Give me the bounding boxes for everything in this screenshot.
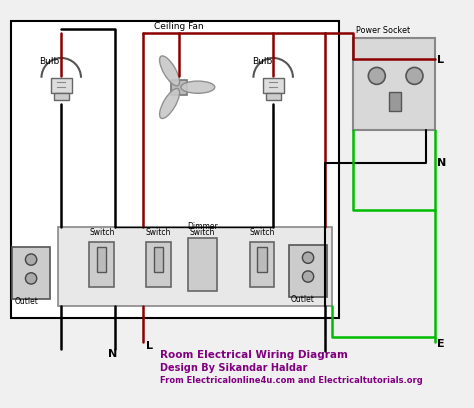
Bar (51, 78, 72, 93)
Polygon shape (154, 247, 163, 272)
Text: L: L (146, 341, 153, 351)
Bar (54, 93, 69, 100)
Circle shape (26, 273, 37, 284)
Text: N: N (109, 348, 118, 359)
Bar (250, 242, 274, 287)
Bar (263, 78, 283, 93)
Bar (172, 80, 186, 95)
Bar (146, 242, 171, 287)
Text: N: N (437, 158, 447, 169)
Text: Switch: Switch (249, 228, 274, 237)
Bar (11, 21, 339, 318)
Circle shape (302, 252, 314, 263)
Text: Dimmer: Dimmer (187, 222, 218, 231)
Text: Outlet: Outlet (290, 295, 314, 304)
Polygon shape (353, 38, 435, 130)
Text: Design By Sikandar Haldar: Design By Sikandar Haldar (160, 363, 308, 373)
Ellipse shape (160, 89, 180, 118)
Text: Bulb: Bulb (39, 57, 60, 66)
Text: Room Electrical Wiring Diagram: Room Electrical Wiring Diagram (160, 350, 348, 361)
Text: Power Socket: Power Socket (356, 27, 410, 35)
Text: From Electricalonline4u.com and Electricaltutorials.org: From Electricalonline4u.com and Electric… (160, 376, 423, 385)
Bar (265, 93, 281, 100)
Text: L: L (437, 55, 444, 65)
Text: Bulb: Bulb (253, 57, 273, 66)
Text: Outlet: Outlet (15, 297, 39, 306)
Circle shape (302, 271, 314, 282)
Polygon shape (58, 226, 332, 306)
Text: Switch: Switch (190, 228, 215, 237)
Ellipse shape (181, 81, 215, 93)
Text: Switch: Switch (146, 228, 171, 237)
Circle shape (368, 67, 385, 84)
Polygon shape (97, 247, 107, 272)
Bar (389, 92, 401, 111)
Text: Switch: Switch (89, 228, 114, 237)
Text: Ceiling Fan: Ceiling Fan (154, 22, 204, 31)
Circle shape (26, 254, 37, 265)
Bar (188, 238, 217, 290)
Circle shape (406, 67, 423, 84)
Bar (12, 247, 50, 299)
Polygon shape (257, 247, 266, 272)
Ellipse shape (160, 56, 180, 86)
Text: E: E (437, 339, 445, 349)
Bar (289, 246, 327, 297)
Bar (90, 242, 114, 287)
